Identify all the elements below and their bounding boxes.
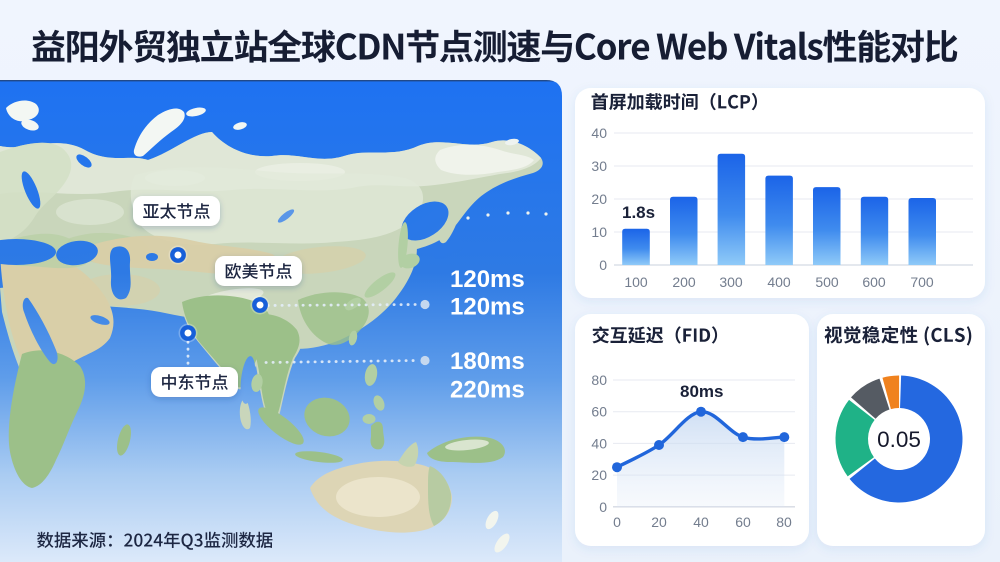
- svg-text:30: 30: [591, 158, 607, 174]
- svg-text:600: 600: [862, 274, 886, 290]
- svg-text:120ms: 120ms: [450, 294, 525, 321]
- svg-text:120ms: 120ms: [450, 266, 525, 293]
- svg-text:100: 100: [624, 274, 648, 290]
- svg-text:40: 40: [591, 125, 607, 141]
- svg-text:40: 40: [693, 514, 709, 530]
- svg-text:0: 0: [599, 499, 607, 515]
- svg-text:20: 20: [591, 191, 607, 207]
- svg-text:60: 60: [591, 404, 607, 420]
- svg-text:10: 10: [591, 224, 607, 240]
- svg-text:60: 60: [735, 514, 751, 530]
- svg-text:500: 500: [815, 274, 839, 290]
- svg-text:220ms: 220ms: [450, 377, 525, 404]
- svg-text:40: 40: [591, 435, 607, 451]
- svg-text:0: 0: [599, 257, 607, 273]
- svg-text:80: 80: [776, 514, 792, 530]
- svg-text:180ms: 180ms: [450, 348, 525, 375]
- svg-text:0.05: 0.05: [877, 427, 921, 452]
- svg-text:700: 700: [910, 274, 934, 290]
- svg-text:80: 80: [591, 372, 607, 388]
- svg-text:20: 20: [651, 514, 667, 530]
- svg-text:0: 0: [613, 514, 621, 530]
- svg-text:80ms: 80ms: [680, 382, 723, 401]
- svg-text:1.8s: 1.8s: [622, 203, 655, 222]
- svg-text:300: 300: [719, 274, 743, 290]
- svg-text:20: 20: [591, 467, 607, 483]
- svg-text:400: 400: [767, 274, 791, 290]
- svg-text:200: 200: [672, 274, 696, 290]
